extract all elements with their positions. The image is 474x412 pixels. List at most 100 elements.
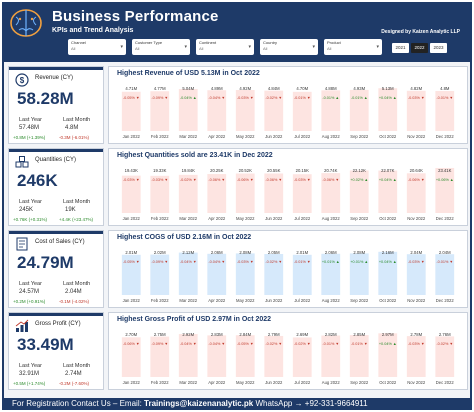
filter-continent[interactable]: Continent All ▾ [196,39,254,55]
x-axis-tick-label: Jun 2022 [265,216,283,221]
bar-nov-2022[interactable] [406,90,426,131]
bar-jun-2022[interactable] [264,173,284,213]
filter-customer-type[interactable]: Customer Type All ▾ [132,39,190,55]
bar-apr-2022[interactable] [207,253,227,295]
bar-may-2022[interactable] [235,253,255,295]
footer-whatsapp-label: WhatsApp → +92-331-9664911 [253,399,368,408]
bar-jul-2022[interactable] [292,174,312,213]
bar-value-label: 2.92M [182,332,194,337]
bar-value-label: 4.77M [154,86,166,91]
bar-delta-label: -0.06% ▼ [208,178,225,182]
bar-mar-2022[interactable] [178,334,198,377]
year-button-2021[interactable]: 2021 [392,43,409,53]
bar-delta-label: -0.01% ▲ [322,96,339,100]
x-axis-tick-label: Jun 2022 [265,134,283,139]
bar-dec-2022[interactable] [435,167,455,213]
bar-apr-2022[interactable] [207,90,227,131]
x-axis-tick-label: Dec 2022 [436,298,455,303]
bar-nov-2022[interactable] [406,173,426,213]
kpi-name: Cost of Sales (CY) [35,239,85,245]
bar-dec-2022[interactable] [435,336,455,377]
filter-product[interactable]: Product All ▾ [324,39,382,55]
bar-jul-2022[interactable] [292,91,312,131]
bar-feb-2022[interactable] [150,336,170,377]
page-subtitle: KPIs and Trend Analysis [52,27,134,34]
bar-aug-2022[interactable] [321,253,341,295]
last-year-label: Last Year [19,117,42,123]
bar-delta-label: -0.04% ▼ [180,342,197,346]
bar-may-2022[interactable] [235,335,255,377]
bar-delta-label: +0.04% ▲ [379,342,397,346]
bar-sep-2022[interactable] [349,253,369,295]
footer-email-link[interactable]: Trainings@kaizenanalytic.pk [144,399,254,408]
bar-jan-2022[interactable] [121,91,141,131]
bar-value-label: 19.84K [182,168,195,173]
bar-jun-2022[interactable] [264,254,284,295]
bar-value-label: 2.08M [239,250,251,255]
x-axis-tick-label: Sep 2022 [350,134,369,139]
bar-delta-label: -0.04% ▲ [180,96,197,100]
x-axis-tick-label: Oct 2022 [379,134,397,139]
bar-aug-2022[interactable] [321,173,341,213]
bar-jan-2022[interactable] [121,254,141,295]
year-button-2022[interactable]: 2022 [411,43,428,53]
bar-jul-2022[interactable] [292,254,312,295]
filter-value: All [199,46,204,51]
bar-may-2022[interactable] [235,90,255,131]
bar-delta-label: -0.04% ▼ [208,342,225,346]
x-axis-tick-label: Aug 2022 [322,134,341,139]
filter-country[interactable]: Country All ▾ [260,39,318,55]
x-axis-tick-label: Jan 2022 [123,298,141,303]
bar-oct-2022[interactable] [378,251,398,295]
bar-delta-label: -0.05% ▼ [237,342,254,346]
bar-delta-label: -0.03% ▼ [151,178,168,182]
bar-may-2022[interactable] [235,173,255,213]
last-month-delta: -0.2M (-7.60%) [59,381,90,386]
filter-channel[interactable]: Channel All ▾ [68,39,126,55]
bar-mar-2022[interactable] [178,174,198,213]
last-year-value: 57.48M [19,125,40,131]
chart-title: Highest Revenue of USD 5.13M in Oct 2022 [117,70,260,77]
bar-value-label: 19.43K [125,168,138,173]
x-axis-tick-label: Feb 2022 [151,380,169,385]
bar-sep-2022[interactable] [349,89,369,131]
kpi-card-gross-profit: Gross Profit (CY) 33.49M Last Year Last … [8,312,104,390]
bar-jan-2022[interactable] [121,175,141,213]
bar-mar-2022[interactable] [178,89,198,131]
bar-jun-2022[interactable] [264,90,284,131]
bar-feb-2022[interactable] [150,175,170,213]
bar-dec-2022[interactable] [435,91,455,131]
bar-apr-2022[interactable] [207,335,227,377]
boxes-icon [15,156,29,168]
designed-by-label: Designed by Kaizen Analytic LLP [381,29,460,35]
bar-delta-label: -0.05% ▼ [123,96,140,100]
bar-nov-2022[interactable] [406,254,426,295]
bar-oct-2022[interactable] [378,333,398,377]
bar-dec-2022[interactable] [435,254,455,295]
card-accent-bar [9,67,103,70]
bar-mar-2022[interactable] [178,252,198,295]
bar-sep-2022[interactable] [349,335,369,377]
bar-oct-2022[interactable] [378,88,398,131]
card-accent-bar [9,313,103,316]
x-axis-tick-label: Apr 2022 [208,298,226,303]
bar-apr-2022[interactable] [207,174,227,213]
bar-feb-2022[interactable] [150,254,170,295]
bar-aug-2022[interactable] [321,90,341,131]
bar-aug-2022[interactable] [321,335,341,377]
card-accent-bar [9,231,103,234]
bar-feb-2022[interactable] [150,91,170,131]
year-button-2023[interactable]: 2023 [430,43,447,53]
bar-sep-2022[interactable] [349,170,369,213]
bar-value-label: 2.82M [325,332,337,337]
bar-jan-2022[interactable] [121,337,141,377]
filter-label: Customer Type [135,40,163,45]
bar-delta-label: -0.02% ▼ [180,178,197,182]
bar-delta-label: -0.01% ▼ [294,260,311,264]
bar-oct-2022[interactable] [378,170,398,213]
bar-jul-2022[interactable] [292,337,312,377]
bar-jun-2022[interactable] [264,335,284,377]
last-month-delta: -0.3M (-6.01%) [59,135,90,140]
bar-delta-label: +0.04% ▲ [379,178,397,182]
bar-nov-2022[interactable] [406,336,426,377]
